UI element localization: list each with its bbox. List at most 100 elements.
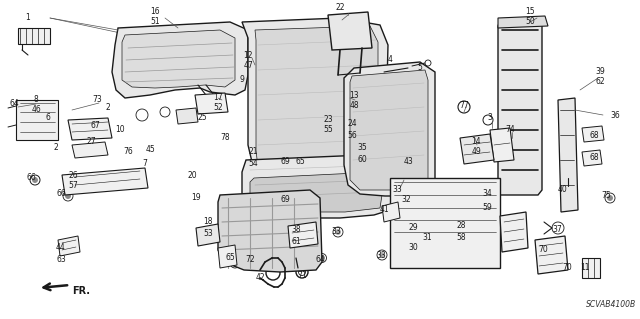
Ellipse shape <box>328 18 372 38</box>
Text: 43: 43 <box>404 158 414 167</box>
Polygon shape <box>500 212 528 252</box>
Text: SCVAB4100B: SCVAB4100B <box>586 300 636 309</box>
Text: 58: 58 <box>456 234 466 242</box>
Text: 77: 77 <box>459 100 469 109</box>
Text: FR.: FR. <box>72 286 90 296</box>
Text: 59: 59 <box>482 204 492 212</box>
Bar <box>18 28 50 44</box>
Text: 51: 51 <box>150 18 160 26</box>
Text: 44: 44 <box>56 243 66 253</box>
Circle shape <box>416 196 424 204</box>
Polygon shape <box>218 190 322 272</box>
Text: 67: 67 <box>90 121 100 130</box>
Text: 18: 18 <box>204 218 212 226</box>
Text: 24: 24 <box>347 120 357 129</box>
Text: 26: 26 <box>68 170 78 180</box>
Text: 73: 73 <box>92 95 102 105</box>
Polygon shape <box>535 236 568 274</box>
Text: 5: 5 <box>417 63 422 71</box>
Polygon shape <box>582 150 602 166</box>
Text: 61: 61 <box>291 238 301 247</box>
Polygon shape <box>195 93 228 114</box>
Polygon shape <box>498 18 542 195</box>
Bar <box>582 258 600 278</box>
Text: 52: 52 <box>213 102 223 112</box>
Polygon shape <box>382 202 400 222</box>
Text: 33: 33 <box>376 250 386 259</box>
Polygon shape <box>112 22 248 98</box>
Text: 65: 65 <box>295 158 305 167</box>
Text: 23: 23 <box>323 115 333 124</box>
Circle shape <box>607 196 612 201</box>
Text: 68: 68 <box>589 130 599 139</box>
Text: 28: 28 <box>456 221 466 231</box>
Bar <box>390 178 500 268</box>
Text: 34: 34 <box>482 189 492 198</box>
Circle shape <box>410 246 414 250</box>
Text: 39: 39 <box>595 68 605 77</box>
Text: 8: 8 <box>34 95 38 105</box>
Circle shape <box>319 256 324 261</box>
Circle shape <box>335 229 340 234</box>
Polygon shape <box>242 18 388 178</box>
Polygon shape <box>288 222 318 248</box>
Text: 33: 33 <box>331 227 341 236</box>
Polygon shape <box>490 128 514 162</box>
Polygon shape <box>196 224 220 246</box>
Text: 16: 16 <box>150 8 160 17</box>
Text: 12: 12 <box>243 50 253 60</box>
Text: 31: 31 <box>422 234 432 242</box>
Text: 69: 69 <box>280 158 290 167</box>
Text: 35: 35 <box>357 144 367 152</box>
Polygon shape <box>68 118 112 140</box>
Text: 70: 70 <box>562 263 572 272</box>
Circle shape <box>380 253 385 257</box>
Text: 2: 2 <box>54 144 58 152</box>
Text: 66: 66 <box>56 189 66 198</box>
Text: 41: 41 <box>379 205 389 214</box>
Text: 74: 74 <box>505 125 515 135</box>
Text: 27: 27 <box>86 137 96 146</box>
Text: 20: 20 <box>187 170 197 180</box>
Text: 40: 40 <box>558 186 568 195</box>
Text: 25: 25 <box>197 114 207 122</box>
Text: 38: 38 <box>291 226 301 234</box>
Text: 46: 46 <box>31 106 41 115</box>
Polygon shape <box>350 70 428 190</box>
Polygon shape <box>122 30 235 88</box>
Polygon shape <box>72 142 108 158</box>
Text: 29: 29 <box>408 224 418 233</box>
Text: 17: 17 <box>213 93 223 101</box>
Polygon shape <box>582 126 604 142</box>
Text: 2: 2 <box>106 102 110 112</box>
Text: 47: 47 <box>243 61 253 70</box>
Text: 54: 54 <box>248 159 258 167</box>
Text: 11: 11 <box>580 263 589 272</box>
Text: 37: 37 <box>552 226 562 234</box>
Text: 69: 69 <box>280 196 290 204</box>
Polygon shape <box>498 16 548 28</box>
Text: 55: 55 <box>323 125 333 135</box>
Circle shape <box>565 189 571 195</box>
Polygon shape <box>62 168 148 195</box>
Text: 75: 75 <box>601 190 611 199</box>
Text: 14: 14 <box>471 137 481 146</box>
Text: 9: 9 <box>239 76 244 85</box>
Polygon shape <box>558 98 578 212</box>
Text: 50: 50 <box>525 18 535 26</box>
Text: 57: 57 <box>68 181 78 189</box>
Text: 64: 64 <box>9 100 19 108</box>
Circle shape <box>410 226 414 230</box>
Circle shape <box>375 69 381 75</box>
Text: 48: 48 <box>349 100 359 109</box>
Text: 66: 66 <box>26 174 36 182</box>
Text: 7: 7 <box>143 159 147 167</box>
Polygon shape <box>344 62 435 196</box>
Text: 62: 62 <box>595 78 605 86</box>
Text: 19: 19 <box>191 192 201 202</box>
Text: 15: 15 <box>525 8 535 17</box>
Text: 45: 45 <box>146 145 156 154</box>
Polygon shape <box>255 26 378 172</box>
Text: 71: 71 <box>297 271 307 280</box>
Text: 13: 13 <box>349 91 359 100</box>
